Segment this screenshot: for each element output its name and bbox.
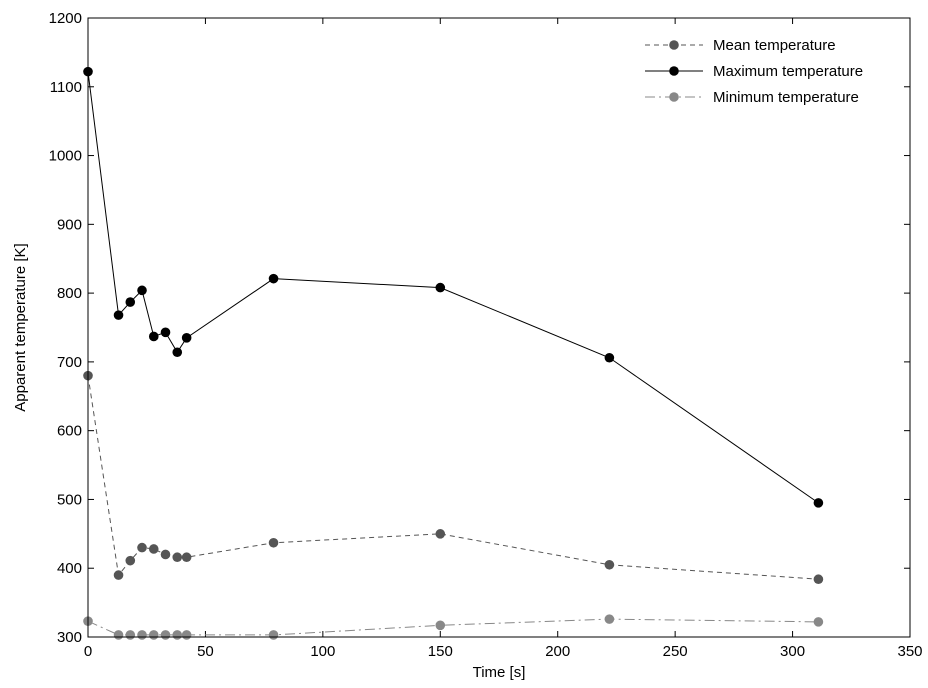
y-tick-label: 1100 [50,79,82,96]
series-1 [83,66,824,508]
legend-marker [669,92,679,102]
data-point [125,297,136,307]
data-point [181,333,192,343]
y-tick-label: 600 [57,423,82,440]
data-point [268,273,279,284]
legend-entry: Minimum temperature [645,89,859,106]
data-point [813,617,824,627]
data-point [268,537,279,548]
series-0 [83,370,824,585]
data-point [172,630,183,640]
x-tick-label: 300 [780,643,805,660]
x-tick-label: 0 [84,643,92,660]
data-point [604,352,615,363]
data-point [435,529,446,539]
data-point [160,630,171,640]
y-tick-label: 900 [57,216,82,233]
data-point [604,614,615,624]
data-point [160,549,171,560]
x-tick-label: 350 [897,643,922,660]
data-point [148,544,159,554]
x-tick-label: 100 [310,643,335,660]
data-point [172,347,183,358]
data-point [113,630,124,640]
data-point [604,559,615,570]
legend: Mean temperature Maximum temperature Minim… [645,37,863,106]
x-tick-label: 250 [663,643,688,660]
y-tick-label: 700 [57,354,82,371]
plot-frame [87,17,911,638]
x-tick-label: 50 [197,643,214,660]
data-point [181,630,192,640]
data-point [435,620,446,631]
y-tick-label: 800 [57,285,82,302]
data-point [813,574,824,585]
data-point [125,630,136,640]
x-tick-label: 150 [428,643,453,660]
data-point [813,498,824,508]
data-point [435,282,446,293]
legend-marker [669,66,679,76]
data-point [113,570,124,580]
x-axis-title: Time [s] [473,664,526,681]
legend-marker [669,40,679,50]
legend-entry: Mean temperature [645,37,836,54]
y-tick-label: 500 [57,491,82,508]
legend-label: Mean temperature [713,37,836,54]
data-point [181,552,192,563]
x-tick-label: 200 [545,643,570,660]
data-point [268,630,279,640]
legend-entry: Maximum temperature [645,63,863,80]
axis-ticks: 0 50 100 150 200 250 300 350 300 400 500 600 700 800 9… [49,10,923,660]
data-point [160,327,171,338]
data-point [137,285,147,296]
data-point [125,555,136,566]
data-point [148,630,159,640]
data-point [113,310,124,320]
data-point [137,630,147,640]
legend-label: Minimum temperature [713,89,859,106]
y-axis-title: Apparent temperature [K] [12,243,29,411]
data-point [172,552,183,563]
y-tick-label: 1000 [49,148,82,165]
data-point [137,542,147,553]
y-tick-label: 1200 [49,10,82,27]
legend-label: Maximum temperature [713,63,863,80]
y-tick-label: 300 [57,629,82,646]
y-tick-label: 400 [57,560,82,577]
data-point [148,331,159,342]
